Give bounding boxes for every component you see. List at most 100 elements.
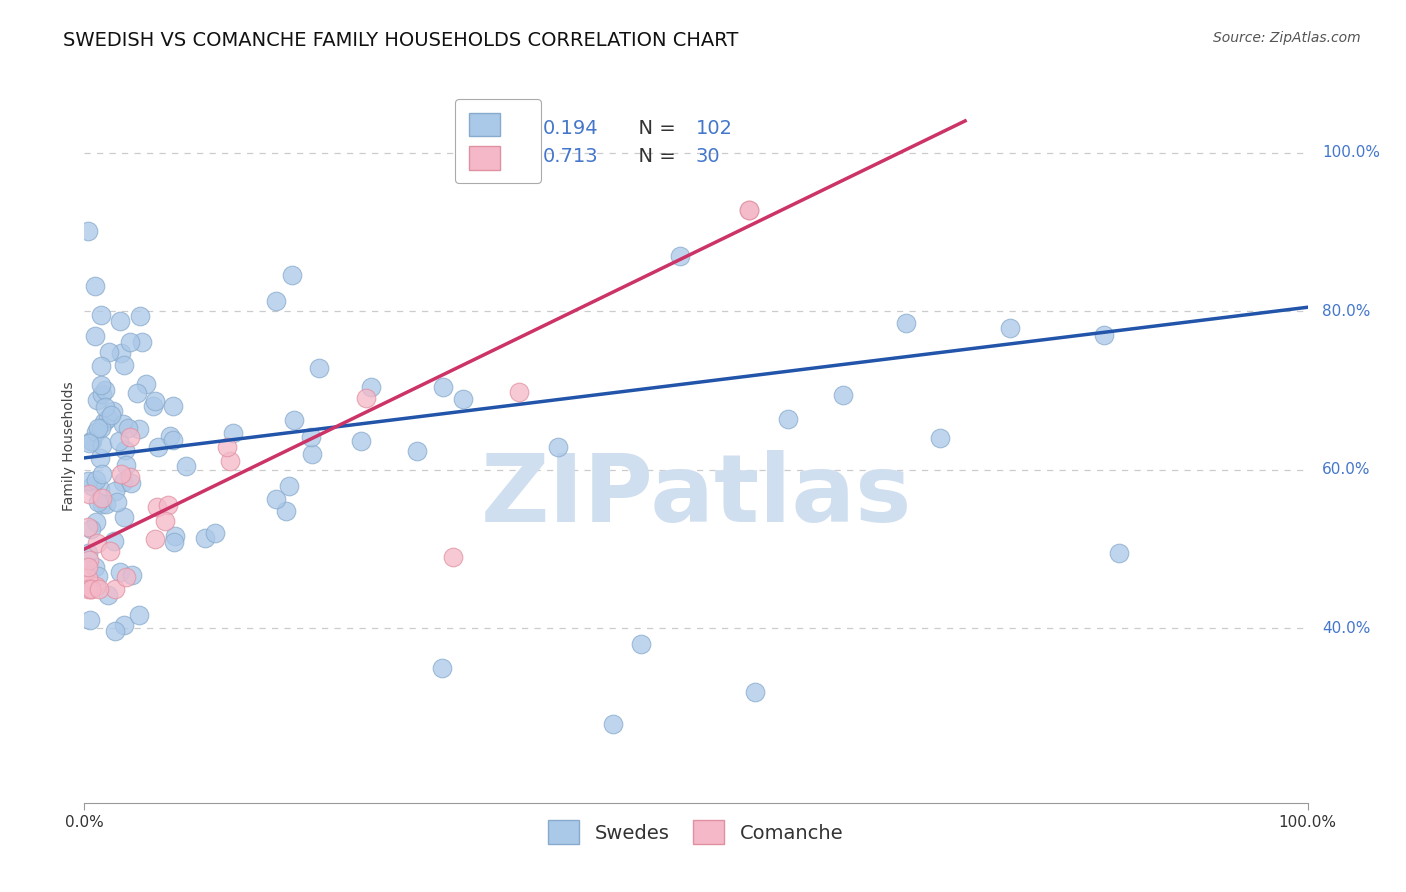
Point xyxy=(91,467,114,482)
Point xyxy=(84,329,107,343)
Point xyxy=(118,430,141,444)
Point xyxy=(84,516,107,530)
Point xyxy=(266,294,288,309)
Point xyxy=(96,410,118,425)
Point xyxy=(79,486,101,500)
Point xyxy=(77,475,100,489)
Point xyxy=(108,566,131,580)
Text: 40.0%: 40.0% xyxy=(1322,621,1371,636)
Point xyxy=(274,504,297,518)
Point xyxy=(668,249,690,263)
Point xyxy=(127,386,149,401)
Point xyxy=(93,415,115,429)
Y-axis label: Family Households: Family Households xyxy=(62,381,76,511)
Point xyxy=(97,588,120,602)
Point xyxy=(112,358,135,372)
Point xyxy=(77,560,100,574)
Point xyxy=(117,421,139,435)
Point xyxy=(110,314,132,328)
Point xyxy=(360,380,382,394)
Point xyxy=(82,434,104,449)
Point xyxy=(90,421,112,435)
Point xyxy=(894,316,917,330)
Point xyxy=(120,470,142,484)
Text: R =: R = xyxy=(485,119,529,138)
Text: 0.713: 0.713 xyxy=(543,147,599,167)
Point xyxy=(299,429,322,443)
Point xyxy=(1092,328,1115,343)
Point xyxy=(280,268,302,282)
Point xyxy=(143,532,166,546)
Point xyxy=(121,568,143,582)
Legend: Swedes, Comanche: Swedes, Comanche xyxy=(538,811,853,854)
Point xyxy=(215,440,238,454)
Point xyxy=(87,495,110,509)
Point xyxy=(91,386,114,401)
Point xyxy=(111,417,134,431)
Point xyxy=(929,431,952,445)
Point xyxy=(264,491,287,506)
Point xyxy=(547,441,569,455)
Point xyxy=(142,399,165,413)
Text: ZIPatlas: ZIPatlas xyxy=(481,450,911,542)
Point xyxy=(87,582,110,596)
Point xyxy=(350,434,373,448)
Point xyxy=(77,520,100,534)
Point xyxy=(84,579,107,593)
Point xyxy=(89,482,111,496)
Point xyxy=(145,500,167,514)
Point xyxy=(90,438,112,452)
Text: N =: N = xyxy=(626,119,682,138)
Point xyxy=(832,388,855,402)
Point xyxy=(77,224,100,238)
Point xyxy=(112,510,135,524)
Point xyxy=(79,553,101,567)
Point xyxy=(104,624,127,638)
Point xyxy=(80,582,103,596)
Point xyxy=(194,531,217,545)
Point xyxy=(430,661,453,675)
Point xyxy=(87,421,110,435)
Point xyxy=(630,637,652,651)
Text: 100.0%: 100.0% xyxy=(1322,145,1381,161)
Point xyxy=(218,453,240,467)
Point xyxy=(97,345,120,359)
Point xyxy=(79,434,101,449)
Point xyxy=(86,393,108,408)
Point xyxy=(86,535,108,549)
Text: 0.194: 0.194 xyxy=(543,119,599,138)
Point xyxy=(778,412,800,426)
Point xyxy=(84,473,107,487)
Point xyxy=(432,380,454,394)
Point xyxy=(84,278,107,293)
Point xyxy=(278,479,301,493)
Point xyxy=(204,526,226,541)
Point xyxy=(89,451,111,466)
Text: SWEDISH VS COMANCHE FAMILY HOUSEHOLDS CORRELATION CHART: SWEDISH VS COMANCHE FAMILY HOUSEHOLDS CO… xyxy=(63,31,738,50)
Point xyxy=(283,413,305,427)
Point xyxy=(103,403,125,417)
Point xyxy=(146,440,169,454)
Point xyxy=(163,535,186,549)
Point xyxy=(90,359,112,373)
Point xyxy=(90,378,112,392)
Point xyxy=(998,321,1021,335)
Point xyxy=(602,716,624,731)
Point xyxy=(83,560,105,574)
Point xyxy=(112,618,135,632)
Point xyxy=(103,534,125,549)
Point xyxy=(82,479,104,493)
Point xyxy=(79,613,101,627)
Point xyxy=(79,576,101,591)
Point xyxy=(94,400,117,414)
Point xyxy=(77,571,100,585)
Point xyxy=(222,426,245,441)
Point xyxy=(162,433,184,447)
Text: N =: N = xyxy=(626,147,682,167)
Point xyxy=(128,607,150,622)
Point xyxy=(163,529,186,543)
Point xyxy=(94,498,117,512)
Point xyxy=(738,202,761,217)
Point xyxy=(451,392,474,406)
Point xyxy=(104,582,127,596)
